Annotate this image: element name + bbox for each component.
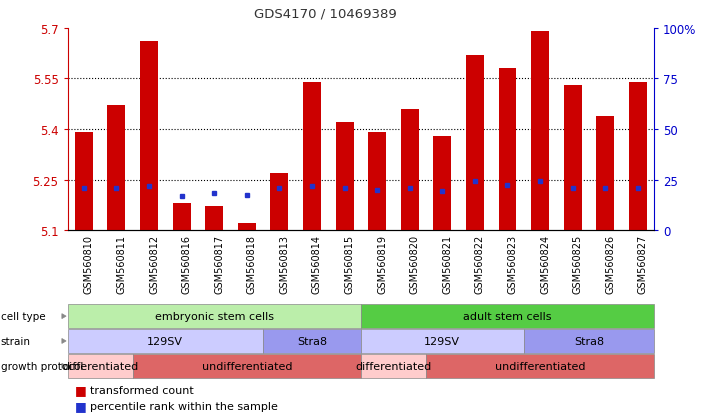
Text: differentiated: differentiated (62, 361, 138, 371)
Text: GSM560826: GSM560826 (605, 234, 615, 293)
Text: growth protocol: growth protocol (1, 361, 83, 371)
Text: ■: ■ (75, 399, 87, 412)
Bar (433, 136, 451, 230)
Text: adult stem cells: adult stem cells (464, 311, 552, 321)
Bar (205, 207, 223, 230)
Text: Stra8: Stra8 (574, 336, 604, 346)
Bar (426, 354, 654, 378)
Text: GSM560818: GSM560818 (247, 234, 257, 293)
Text: GSM560812: GSM560812 (149, 234, 159, 293)
Bar (368, 133, 386, 230)
Text: GSM560811: GSM560811 (117, 234, 127, 293)
Text: transformed count: transformed count (90, 385, 194, 395)
Bar (401, 109, 419, 230)
Text: strain: strain (1, 336, 31, 346)
Bar (107, 106, 125, 230)
Text: undifferentiated: undifferentiated (495, 361, 585, 371)
Text: Stra8: Stra8 (297, 336, 327, 346)
Text: embryonic stem cells: embryonic stem cells (155, 311, 274, 321)
Text: differentiated: differentiated (356, 361, 432, 371)
Bar (524, 329, 654, 353)
Bar (75, 133, 93, 230)
Bar (140, 43, 158, 230)
Text: GSM560827: GSM560827 (638, 234, 648, 293)
Bar (303, 83, 321, 230)
Bar (629, 83, 647, 230)
Text: 129SV: 129SV (424, 336, 460, 346)
Text: GSM560814: GSM560814 (312, 234, 322, 293)
Bar (68, 329, 263, 353)
Text: GDS4170 / 10469389: GDS4170 / 10469389 (254, 8, 397, 21)
Text: percentile rank within the sample: percentile rank within the sample (90, 401, 278, 411)
Text: GSM560825: GSM560825 (572, 234, 582, 293)
Text: cell type: cell type (1, 311, 46, 321)
Bar (270, 173, 289, 230)
Bar (597, 116, 614, 230)
Text: GSM560813: GSM560813 (279, 234, 289, 293)
Bar (263, 329, 360, 353)
Bar (173, 204, 191, 230)
Bar (68, 354, 133, 378)
Text: GSM560820: GSM560820 (410, 234, 419, 293)
Text: undifferentiated: undifferentiated (201, 361, 292, 371)
Bar (336, 123, 353, 230)
Text: GSM560815: GSM560815 (345, 234, 355, 293)
Bar (531, 32, 549, 230)
Text: GSM560821: GSM560821 (442, 234, 452, 293)
Bar (466, 56, 484, 230)
Text: GSM560816: GSM560816 (181, 234, 191, 293)
Text: 129SV: 129SV (147, 336, 183, 346)
Text: GSM560822: GSM560822 (475, 234, 485, 293)
Bar (360, 304, 654, 328)
Text: GSM560824: GSM560824 (540, 234, 550, 293)
Bar (360, 354, 426, 378)
Text: GSM560819: GSM560819 (377, 234, 387, 293)
Bar (360, 329, 524, 353)
Bar (237, 224, 256, 230)
Bar (498, 69, 516, 230)
Text: GSM560810: GSM560810 (84, 234, 94, 293)
Text: GSM560823: GSM560823 (508, 234, 518, 293)
Bar (564, 86, 582, 230)
Text: ■: ■ (75, 384, 87, 396)
Bar (133, 354, 360, 378)
Bar (68, 304, 360, 328)
Text: GSM560817: GSM560817 (214, 234, 224, 293)
